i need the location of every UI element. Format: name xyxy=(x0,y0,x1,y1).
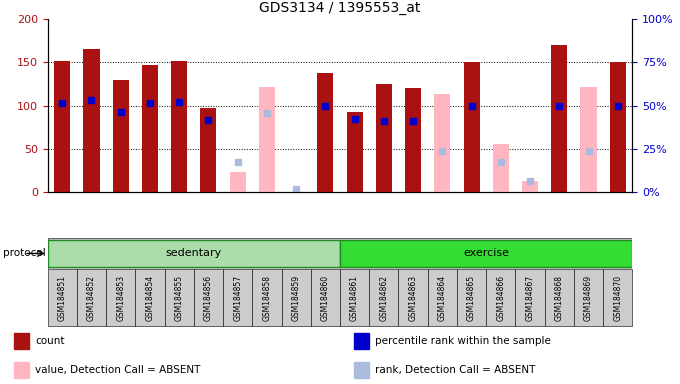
Bar xyxy=(48,240,340,267)
Bar xyxy=(610,63,626,192)
Text: GSM184853: GSM184853 xyxy=(116,275,125,321)
Bar xyxy=(369,269,398,326)
Bar xyxy=(194,269,223,326)
Text: GSM184859: GSM184859 xyxy=(292,275,301,321)
Text: GSM184862: GSM184862 xyxy=(379,275,388,321)
Bar xyxy=(223,269,252,326)
Bar xyxy=(48,269,77,326)
Bar xyxy=(165,269,194,326)
Bar xyxy=(486,269,515,326)
Bar xyxy=(318,73,333,192)
Bar xyxy=(340,240,632,267)
Bar xyxy=(201,108,216,192)
Text: protocol: protocol xyxy=(3,248,46,258)
Text: GSM184868: GSM184868 xyxy=(555,275,564,321)
Bar xyxy=(354,362,369,378)
Bar xyxy=(142,65,158,192)
Title: GDS3134 / 1395553_at: GDS3134 / 1395553_at xyxy=(259,2,421,15)
Bar xyxy=(435,94,450,192)
Text: GSM184861: GSM184861 xyxy=(350,275,359,321)
Bar xyxy=(252,269,282,326)
Text: sedentary: sedentary xyxy=(166,248,222,258)
Bar xyxy=(14,333,29,349)
Bar xyxy=(340,269,369,326)
Bar xyxy=(515,269,545,326)
Bar xyxy=(77,269,106,326)
Text: GSM184866: GSM184866 xyxy=(496,275,505,321)
Bar xyxy=(84,50,99,192)
Bar xyxy=(311,269,340,326)
Bar xyxy=(574,269,603,326)
Bar xyxy=(457,269,486,326)
Text: GSM184864: GSM184864 xyxy=(438,275,447,321)
Text: GSM184867: GSM184867 xyxy=(526,275,534,321)
Text: GSM184865: GSM184865 xyxy=(467,275,476,321)
Bar xyxy=(581,88,596,192)
Bar xyxy=(230,172,245,192)
Text: GSM184854: GSM184854 xyxy=(146,275,154,321)
Bar xyxy=(171,61,187,192)
Bar xyxy=(282,269,311,326)
Text: GSM184857: GSM184857 xyxy=(233,275,242,321)
Text: GSM184869: GSM184869 xyxy=(584,275,593,321)
Text: GSM184858: GSM184858 xyxy=(262,275,271,321)
Text: GSM184870: GSM184870 xyxy=(613,275,622,321)
Bar xyxy=(259,87,275,192)
Bar xyxy=(14,362,29,378)
Bar xyxy=(106,269,135,326)
Bar xyxy=(405,88,421,192)
Bar xyxy=(354,333,369,349)
Bar xyxy=(464,63,479,192)
Text: GSM184851: GSM184851 xyxy=(58,275,67,321)
Bar xyxy=(493,144,509,192)
Bar xyxy=(398,269,428,326)
Text: count: count xyxy=(35,336,65,346)
Bar xyxy=(54,61,70,192)
Text: value, Detection Call = ABSENT: value, Detection Call = ABSENT xyxy=(35,365,201,375)
Text: GSM184863: GSM184863 xyxy=(409,275,418,321)
Text: exercise: exercise xyxy=(463,248,509,258)
Bar xyxy=(376,84,392,192)
Text: GSM184852: GSM184852 xyxy=(87,275,96,321)
Text: GSM184860: GSM184860 xyxy=(321,275,330,321)
Text: GSM184856: GSM184856 xyxy=(204,275,213,321)
Bar xyxy=(135,269,165,326)
Bar xyxy=(347,112,362,192)
Bar xyxy=(522,181,538,192)
Text: rank, Detection Call = ABSENT: rank, Detection Call = ABSENT xyxy=(375,365,536,375)
Text: GSM184855: GSM184855 xyxy=(175,275,184,321)
Bar xyxy=(428,269,457,326)
Bar xyxy=(545,269,574,326)
Bar xyxy=(551,45,567,192)
Bar xyxy=(113,80,129,192)
Bar xyxy=(603,269,632,326)
Text: percentile rank within the sample: percentile rank within the sample xyxy=(375,336,551,346)
